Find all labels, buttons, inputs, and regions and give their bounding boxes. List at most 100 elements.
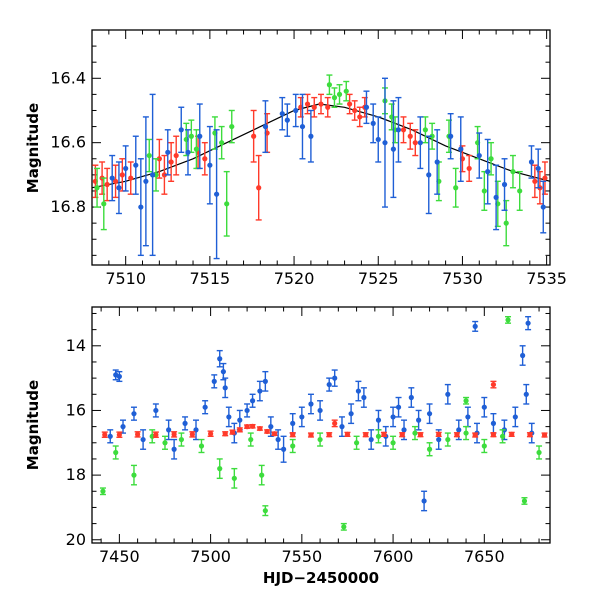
data-point	[390, 435, 397, 450]
top-series-0	[92, 93, 548, 221]
data-marker	[107, 433, 113, 439]
data-marker	[128, 175, 134, 181]
data-marker	[146, 152, 152, 159]
data-marker	[395, 404, 402, 410]
data-marker	[208, 431, 214, 437]
data-marker	[416, 417, 422, 423]
data-point	[346, 93, 353, 115]
data-point	[222, 431, 229, 437]
data-marker	[237, 427, 243, 433]
top-y-tick-label: 16.6	[50, 133, 86, 152]
data-point	[130, 406, 137, 421]
data-point	[521, 497, 528, 505]
data-marker	[140, 436, 146, 443]
data-marker	[188, 133, 194, 139]
data-point	[463, 396, 470, 405]
data-point	[201, 141, 208, 176]
data-point	[457, 116, 464, 183]
data-point	[324, 96, 331, 118]
data-point	[466, 154, 473, 183]
data-point	[132, 135, 139, 195]
data-marker	[355, 388, 362, 394]
data-marker	[185, 149, 191, 155]
data-marker	[436, 431, 442, 437]
bottom-series-2	[101, 380, 548, 438]
data-point	[407, 122, 414, 150]
data-marker	[166, 427, 172, 433]
data-marker	[113, 449, 119, 456]
data-marker	[390, 440, 396, 446]
data-point	[444, 432, 451, 447]
data-point	[165, 419, 172, 441]
top-x-tick-label: 7520	[274, 269, 315, 288]
bottom-data-layer	[99, 315, 548, 531]
data-point	[363, 90, 370, 125]
data-marker	[375, 136, 381, 143]
data-marker	[231, 475, 237, 481]
bottom-x-tick-label: 7550	[281, 547, 322, 566]
data-point	[331, 87, 338, 108]
data-marker	[318, 101, 324, 107]
data-marker	[353, 440, 360, 446]
data-marker	[249, 423, 256, 429]
data-point	[218, 125, 225, 160]
data-marker	[343, 88, 349, 94]
data-point	[444, 383, 451, 405]
data-marker	[481, 188, 487, 194]
data-marker	[299, 123, 306, 130]
data-marker	[344, 431, 351, 437]
data-marker	[222, 385, 228, 391]
data-marker	[271, 431, 278, 437]
top-y-tick-label: 16.8	[50, 197, 86, 216]
data-point	[452, 167, 459, 208]
bottom-y-tick-label: 20	[66, 530, 86, 549]
data-point	[258, 464, 265, 486]
data-marker	[222, 431, 228, 437]
data-point	[505, 315, 512, 324]
data-point	[100, 177, 107, 231]
data-point	[399, 432, 406, 438]
data-point	[338, 416, 345, 438]
data-marker	[363, 432, 369, 438]
data-marker	[202, 404, 208, 410]
data-marker	[463, 430, 469, 436]
data-marker	[290, 432, 296, 438]
data-point	[356, 106, 363, 128]
data-point	[508, 431, 515, 438]
data-marker	[299, 414, 305, 420]
data-point	[421, 490, 428, 512]
data-marker	[217, 466, 223, 472]
data-marker	[352, 107, 358, 114]
data-marker	[445, 391, 451, 397]
data-marker	[336, 91, 343, 97]
data-marker	[493, 194, 499, 200]
top-x-tick-label: 7515	[190, 269, 231, 288]
data-point	[130, 464, 137, 486]
data-point	[116, 370, 123, 383]
data-marker	[429, 133, 435, 139]
data-marker	[370, 120, 376, 126]
data-marker	[399, 432, 405, 438]
data-point	[247, 432, 254, 447]
data-marker	[162, 440, 168, 446]
data-point	[540, 180, 547, 234]
data-point	[523, 383, 530, 405]
data-marker	[308, 432, 314, 438]
data-point	[279, 96, 286, 131]
data-point	[326, 74, 333, 96]
data-point	[411, 425, 418, 441]
data-point	[189, 431, 196, 438]
data-marker	[248, 436, 254, 443]
data-point	[94, 167, 101, 208]
data-point	[499, 429, 506, 444]
data-point	[429, 122, 436, 150]
bottom-x-tick-label: 7450	[99, 547, 140, 566]
data-point	[501, 158, 508, 211]
data-marker	[131, 472, 137, 478]
data-point	[228, 109, 235, 144]
data-point	[289, 432, 296, 438]
top-plot-frame	[91, 29, 551, 266]
data-point	[395, 96, 402, 163]
data-point	[336, 84, 343, 105]
data-marker	[102, 432, 108, 438]
